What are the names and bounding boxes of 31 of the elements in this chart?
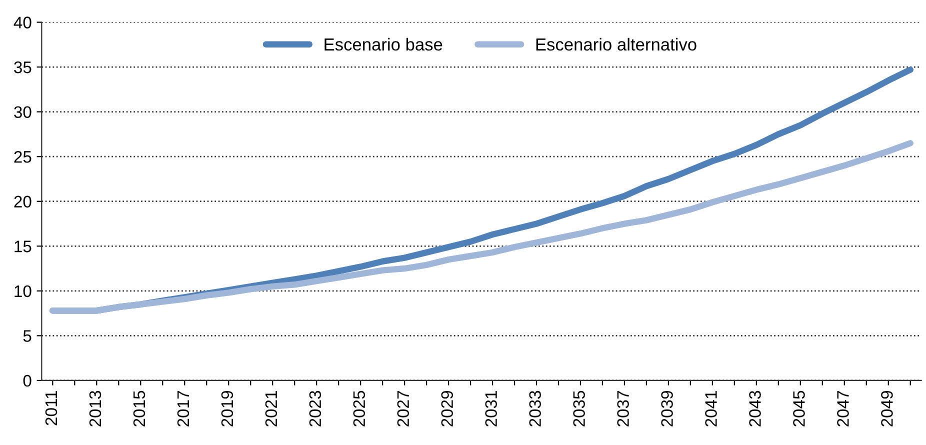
x-tick-label: 2013 bbox=[89, 390, 102, 426]
x-tick-label: 2047 bbox=[837, 391, 849, 426]
x-tick-label: 2033 bbox=[529, 390, 541, 426]
x-tick-label: 2019 bbox=[221, 390, 234, 426]
y-tick-label: 0 bbox=[23, 374, 32, 387]
x-tick-label: 2041 bbox=[705, 391, 717, 426]
legend-label: Escenario alternativo bbox=[536, 38, 696, 51]
x-tick-label: 2015 bbox=[133, 390, 146, 426]
y-tick-label: 35 bbox=[14, 61, 32, 74]
y-tick-label: 5 bbox=[23, 330, 32, 342]
x-tick-label: 2045 bbox=[793, 390, 805, 426]
x-tick-label: 2037 bbox=[617, 391, 629, 426]
legend-label: Escenario base bbox=[324, 38, 442, 51]
x-tick-label: 2029 bbox=[441, 390, 454, 426]
x-tick-label: 2049 bbox=[881, 390, 893, 426]
y-tick-label: 10 bbox=[14, 285, 32, 298]
x-tick-label: 2017 bbox=[177, 391, 190, 426]
x-tick-label: 2039 bbox=[661, 390, 673, 426]
x-tick-label: 2011 bbox=[45, 391, 58, 426]
x-tick-label: 2027 bbox=[397, 391, 410, 426]
y-tick-label: 25 bbox=[14, 150, 32, 163]
x-tick-label: 2023 bbox=[309, 390, 322, 426]
y-tick-label: 15 bbox=[14, 240, 32, 252]
x-tick-label: 2031 bbox=[485, 391, 497, 426]
y-tick-label: 40 bbox=[14, 16, 32, 28]
x-tick-label: 2025 bbox=[353, 390, 366, 426]
x-tick-label: 2035 bbox=[573, 390, 585, 426]
x-tick-label: 2043 bbox=[749, 390, 761, 426]
y-tick-label: 30 bbox=[14, 106, 32, 118]
y-tick-label: 20 bbox=[14, 196, 32, 208]
x-tick-label: 2021 bbox=[265, 391, 278, 426]
